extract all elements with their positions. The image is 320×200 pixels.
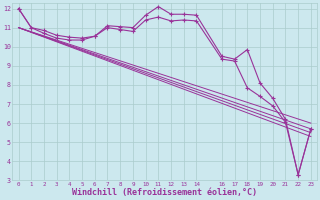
X-axis label: Windchill (Refroidissement éolien,°C): Windchill (Refroidissement éolien,°C) [72, 188, 257, 197]
